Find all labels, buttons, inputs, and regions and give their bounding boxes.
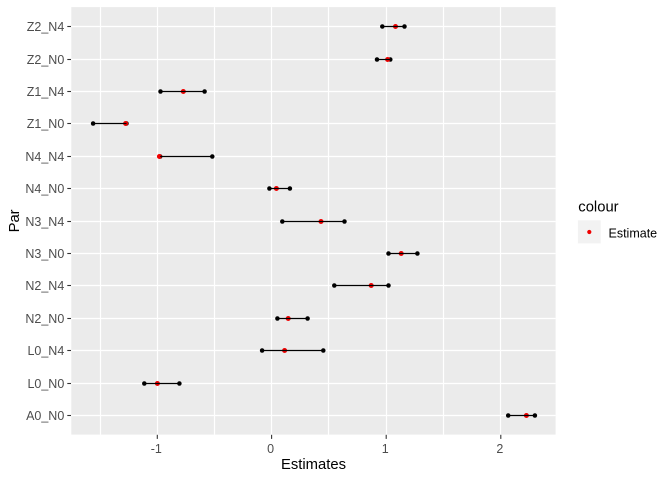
- svg-text:N4_N4: N4_N4: [25, 150, 64, 164]
- svg-text:Z2_N0: Z2_N0: [27, 53, 65, 67]
- svg-text:-1: -1: [151, 442, 162, 456]
- svg-text:Z1_N4: Z1_N4: [27, 85, 65, 99]
- svg-text:N2_N4: N2_N4: [25, 279, 64, 293]
- svg-text:Par: Par: [7, 209, 23, 232]
- svg-text:Estimates: Estimates: [281, 457, 346, 473]
- svg-text:1: 1: [382, 442, 389, 456]
- svg-text:N2_N0: N2_N0: [25, 312, 64, 326]
- svg-text:Z2_N4: Z2_N4: [27, 20, 65, 34]
- svg-text:Estimate: Estimate: [609, 226, 658, 240]
- svg-text:0: 0: [267, 442, 274, 456]
- svg-text:Z1_N0: Z1_N0: [27, 117, 65, 131]
- svg-text:2: 2: [496, 442, 503, 456]
- svg-text:A0_N0: A0_N0: [26, 409, 64, 423]
- svg-text:L0_N4: L0_N4: [27, 344, 64, 358]
- svg-text:N3_N4: N3_N4: [25, 215, 64, 229]
- svg-text:L0_N0: L0_N0: [27, 377, 64, 391]
- svg-text:N4_N0: N4_N0: [25, 182, 64, 196]
- svg-text:colour: colour: [578, 200, 618, 216]
- svg-text:N3_N0: N3_N0: [25, 247, 64, 261]
